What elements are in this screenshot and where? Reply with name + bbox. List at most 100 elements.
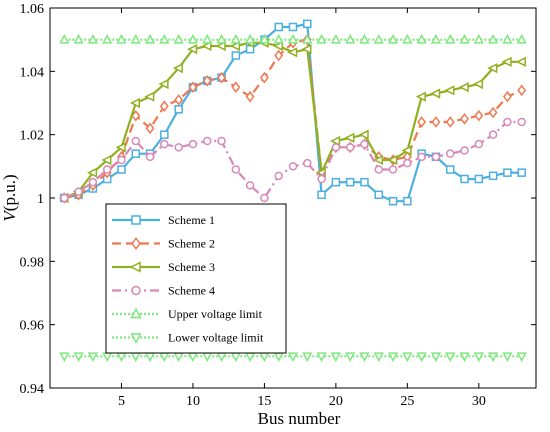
data-point-scheme-2: [231, 81, 241, 93]
y-tick-label: 1: [37, 192, 44, 207]
data-point-upper-voltage-limit: [459, 33, 470, 44]
legend-label-scheme-4: Scheme 4: [168, 284, 215, 298]
data-point-lower-voltage-limit: [373, 352, 384, 363]
data-point-upper-voltage-limit: [345, 33, 356, 44]
data-point-scheme-2: [502, 90, 512, 103]
y-tick-label: 0.94: [20, 382, 45, 397]
data-point-scheme-1: [174, 105, 183, 114]
legend-item-scheme-4: Scheme 4: [112, 284, 215, 298]
data-point-upper-voltage-limit: [488, 33, 499, 44]
data-point-scheme-1: [117, 165, 126, 174]
data-point-scheme-2: [245, 90, 255, 103]
x-tick-label: 25: [400, 394, 414, 409]
y-axis-label: V(p.u.): [0, 174, 19, 221]
data-point-scheme-2: [445, 116, 455, 128]
y-tick-label: 1.04: [20, 65, 45, 80]
data-point-scheme-3: [272, 40, 283, 52]
data-point-scheme-3: [301, 44, 312, 55]
data-point-upper-voltage-limit: [330, 33, 341, 44]
legend-item-lower-voltage-limit: Lower voltage limit: [112, 331, 264, 345]
data-point-upper-voltage-limit: [116, 33, 127, 44]
data-point-upper-voltage-limit: [502, 33, 513, 44]
data-point-lower-voltage-limit: [416, 352, 427, 363]
data-point-upper-voltage-limit: [230, 33, 241, 44]
data-point-scheme-4: [331, 143, 341, 152]
series-upper-voltage-limit: [59, 33, 527, 44]
data-point-scheme-1: [445, 165, 455, 174]
data-point-scheme-2: [488, 106, 498, 119]
data-point-scheme-2: [460, 113, 469, 125]
data-point-scheme-4: [431, 152, 441, 162]
data-point-upper-voltage-limit: [302, 33, 313, 44]
y-tick-label: 0.98: [20, 255, 45, 270]
data-point-upper-voltage-limit: [387, 33, 399, 44]
data-point-scheme-3: [358, 129, 369, 140]
data-point-upper-voltage-limit: [445, 33, 456, 44]
data-point-scheme-4: [202, 136, 212, 146]
legend-label-scheme-3: Scheme 3: [168, 260, 215, 274]
data-point-scheme-4: [317, 174, 326, 184]
data-point-upper-voltage-limit: [202, 33, 213, 44]
data-point-scheme-2: [474, 109, 484, 122]
legend-marker-upper-voltage-limit: [130, 307, 142, 319]
data-point-scheme-4: [403, 158, 412, 168]
data-point-scheme-2: [259, 71, 269, 84]
data-point-upper-voltage-limit: [287, 33, 299, 44]
data-point-scheme-1: [288, 22, 298, 32]
data-point-scheme-3: [187, 44, 198, 55]
data-point-scheme-4: [160, 139, 169, 149]
x-tick-label: 30: [472, 394, 486, 409]
data-point-scheme-4: [260, 193, 269, 203]
data-point-scheme-4: [417, 152, 426, 162]
x-tick-label: 5: [118, 394, 125, 409]
legend-label-scheme-2: Scheme 2: [168, 237, 215, 251]
data-point-lower-voltage-limit: [445, 352, 456, 363]
x-tick-label: 20: [329, 394, 343, 409]
data-point-scheme-2: [517, 84, 527, 97]
data-point-lower-voltage-limit: [73, 352, 84, 363]
data-point-scheme-3: [387, 154, 398, 166]
data-point-scheme-3: [401, 145, 412, 156]
legend-label-upper-voltage-limit: Upper voltage limit: [168, 307, 263, 321]
data-point-scheme-3: [415, 91, 426, 102]
data-point-scheme-1: [374, 190, 384, 200]
x-axis-label: Bus number: [258, 409, 341, 428]
data-point-scheme-4: [174, 143, 183, 152]
data-point-scheme-1: [360, 177, 369, 187]
data-point-scheme-4: [74, 187, 83, 196]
y-tick-label: 0.96: [20, 319, 45, 334]
data-point-upper-voltage-limit: [359, 33, 370, 44]
y-axis-label-symbol: V: [0, 209, 19, 222]
data-point-scheme-4: [231, 165, 241, 174]
data-point-scheme-4: [374, 165, 384, 174]
data-point-lower-voltage-limit: [345, 352, 356, 363]
legend-item-scheme-3: Scheme 3: [112, 260, 215, 274]
data-point-upper-voltage-limit: [73, 33, 84, 44]
data-point-scheme-1: [274, 22, 283, 32]
data-point-scheme-1: [131, 149, 141, 158]
data-point-lower-voltage-limit: [387, 352, 399, 363]
data-point-upper-voltage-limit: [473, 33, 484, 44]
data-point-scheme-4: [188, 139, 198, 149]
data-point-upper-voltage-limit: [102, 33, 113, 44]
data-point-upper-voltage-limit: [159, 33, 170, 44]
data-point-scheme-4: [60, 193, 69, 203]
data-point-scheme-1: [503, 168, 512, 177]
legend-marker-lower-voltage-limit: [130, 333, 142, 344]
data-point-scheme-2: [174, 94, 184, 106]
legend-item-scheme-1: Scheme 1: [112, 213, 215, 227]
data-point-scheme-2: [145, 122, 155, 135]
data-point-scheme-4: [131, 136, 141, 146]
data-point-lower-voltage-limit: [87, 352, 98, 363]
data-point-scheme-4: [145, 152, 155, 162]
data-point-lower-voltage-limit: [287, 352, 299, 363]
data-point-scheme-1: [303, 19, 312, 29]
data-point-upper-voltage-limit: [259, 33, 270, 44]
data-point-scheme-3: [87, 167, 98, 178]
data-point-scheme-1: [388, 196, 398, 206]
data-point-scheme-3: [287, 47, 298, 58]
data-point-scheme-4: [288, 162, 298, 171]
data-point-lower-voltage-limit: [330, 352, 341, 363]
data-point-scheme-3: [201, 40, 212, 52]
